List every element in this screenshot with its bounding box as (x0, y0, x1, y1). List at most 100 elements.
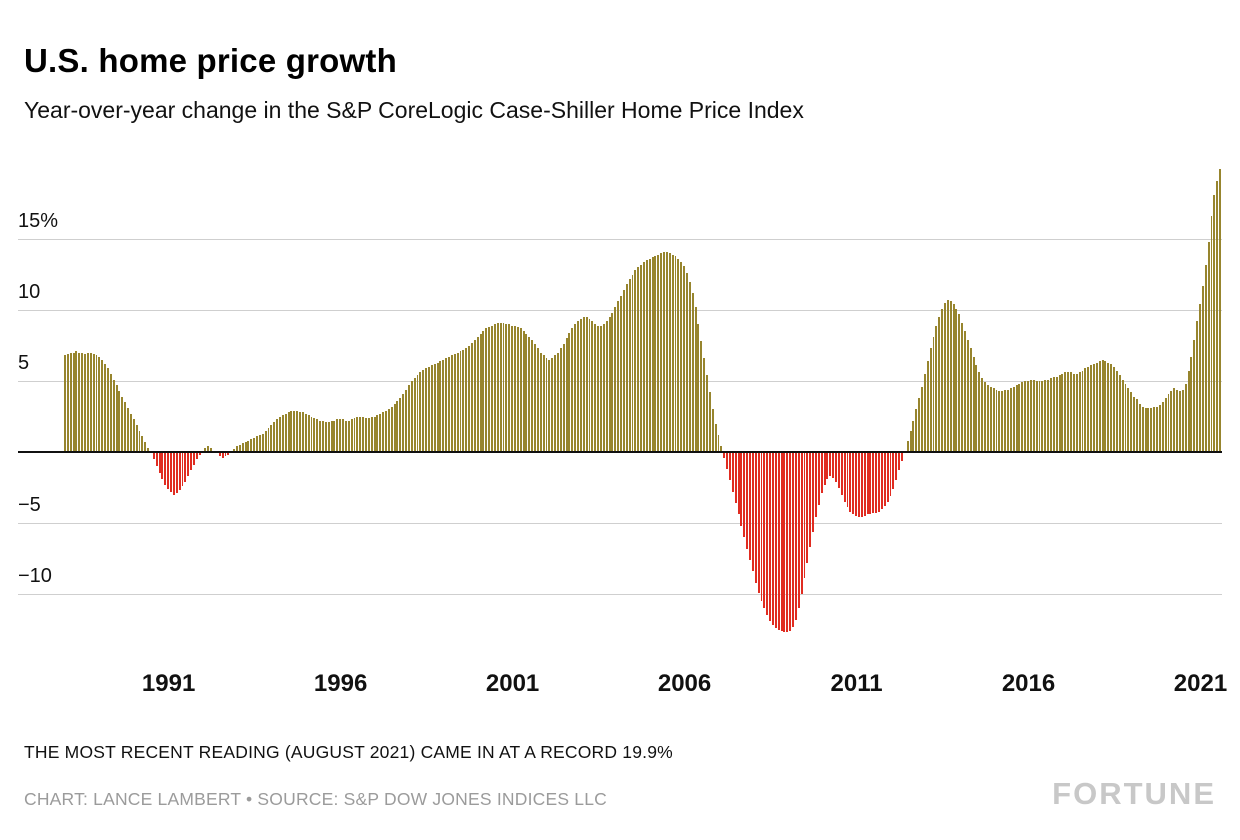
bar (645, 260, 648, 452)
bar (69, 352, 72, 452)
bar (164, 452, 167, 485)
bar (536, 348, 539, 452)
bar (1018, 383, 1021, 452)
bar (1007, 389, 1009, 452)
bar (299, 412, 301, 452)
bar (407, 385, 410, 452)
bar (98, 356, 101, 452)
bar (244, 442, 247, 452)
bar (413, 378, 416, 452)
bar (591, 321, 594, 452)
bar (519, 328, 522, 452)
bar (184, 452, 187, 482)
bar (660, 253, 663, 452)
bar (488, 327, 491, 452)
bar (221, 452, 224, 458)
bar (880, 452, 883, 509)
bar (823, 452, 826, 485)
bar (135, 425, 138, 452)
bar (1081, 371, 1084, 452)
bar (688, 281, 691, 452)
bar (800, 452, 803, 594)
bar (1029, 379, 1032, 452)
bar (1093, 363, 1095, 452)
bar (792, 452, 794, 627)
bar (422, 369, 425, 452)
bar (1009, 388, 1012, 452)
bar (1193, 339, 1196, 452)
bar (597, 325, 600, 452)
bar (1044, 379, 1047, 452)
bar (637, 267, 640, 452)
credit-line: CHART: LANCE LAMBERT • SOURCE: S&P DOW J… (24, 789, 607, 809)
bar (270, 425, 273, 452)
bar (600, 325, 602, 452)
y-tick-label: 15% (18, 210, 59, 232)
bar (84, 354, 86, 452)
bar (706, 375, 708, 452)
bar (278, 416, 281, 452)
bar (622, 290, 625, 452)
bar (399, 398, 402, 452)
fortune-logo: FORTUNE (1052, 776, 1216, 811)
bar (448, 356, 451, 452)
bar (952, 304, 955, 452)
bar (301, 412, 304, 452)
bar (872, 452, 875, 514)
bar (1167, 393, 1170, 452)
bar (127, 407, 129, 452)
x-tick-label: 1991 (141, 670, 196, 697)
bar (631, 274, 634, 452)
bar (115, 385, 118, 452)
gridline (18, 594, 1222, 595)
bar (1201, 285, 1204, 452)
bar (396, 400, 399, 452)
bar (465, 348, 468, 452)
gridline (18, 381, 1222, 382)
bar (783, 452, 786, 633)
bar (525, 334, 528, 452)
bar (837, 452, 840, 488)
bar (551, 358, 554, 452)
bar (1070, 372, 1073, 452)
bar (284, 413, 287, 452)
bar (605, 321, 608, 452)
bar (677, 258, 680, 452)
bar (743, 452, 746, 538)
bar (233, 449, 236, 452)
bar (803, 452, 806, 579)
bar (330, 420, 333, 452)
bar (75, 351, 78, 452)
bar (1173, 388, 1176, 452)
bar (324, 422, 327, 452)
bar (241, 443, 244, 452)
bar (840, 452, 843, 495)
bar (367, 417, 370, 452)
bar (416, 375, 419, 452)
bar (359, 416, 362, 452)
bar (336, 419, 339, 452)
bar (327, 422, 330, 452)
bar (554, 355, 557, 452)
bar (195, 452, 198, 460)
bar (445, 358, 448, 452)
bar (545, 358, 548, 452)
bar (717, 434, 720, 452)
bar (376, 415, 379, 452)
bar (628, 278, 631, 452)
bar (218, 452, 221, 457)
bar (1133, 396, 1136, 452)
bar (281, 415, 284, 452)
bar (548, 359, 551, 452)
bar (476, 336, 479, 452)
bar (883, 452, 886, 506)
bar (726, 452, 729, 470)
bar (1050, 378, 1052, 452)
bar (104, 363, 107, 452)
bar (1138, 403, 1141, 452)
bar (671, 254, 674, 452)
bar (620, 295, 622, 452)
bar (674, 256, 677, 452)
bar (542, 355, 545, 452)
bar (812, 452, 815, 532)
